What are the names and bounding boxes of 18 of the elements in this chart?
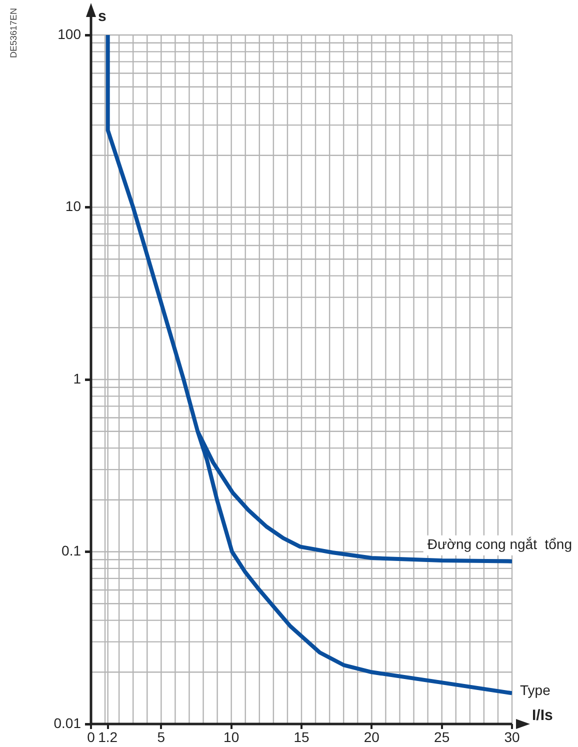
y-tick-label: 100 (58, 26, 82, 42)
y-tick-label: 10 (65, 198, 82, 214)
x-tick-label: 15 (294, 728, 310, 745)
x-tick-label: 5 (157, 728, 166, 745)
y-axis-title: s (98, 8, 106, 26)
x-tick-label: 1.2 (98, 728, 118, 745)
x-tick-label: 10 (224, 728, 240, 745)
x-tick-label: 30 (504, 728, 520, 745)
x-tick-label: 25 (434, 728, 450, 745)
series-label: Đường cong ngắt tổng (427, 536, 572, 552)
series-label: Type (520, 682, 551, 698)
x-tick-label: 20 (364, 728, 380, 745)
x-axis-title: I/Is (532, 707, 553, 724)
y-tick-label: 1 (73, 370, 82, 386)
y-tick-label: 0.01 (54, 714, 82, 731)
y-tick-label: 0.1 (62, 542, 82, 559)
x-tick-label: 0 (87, 728, 96, 745)
text: DE53617EN (8, 8, 18, 58)
